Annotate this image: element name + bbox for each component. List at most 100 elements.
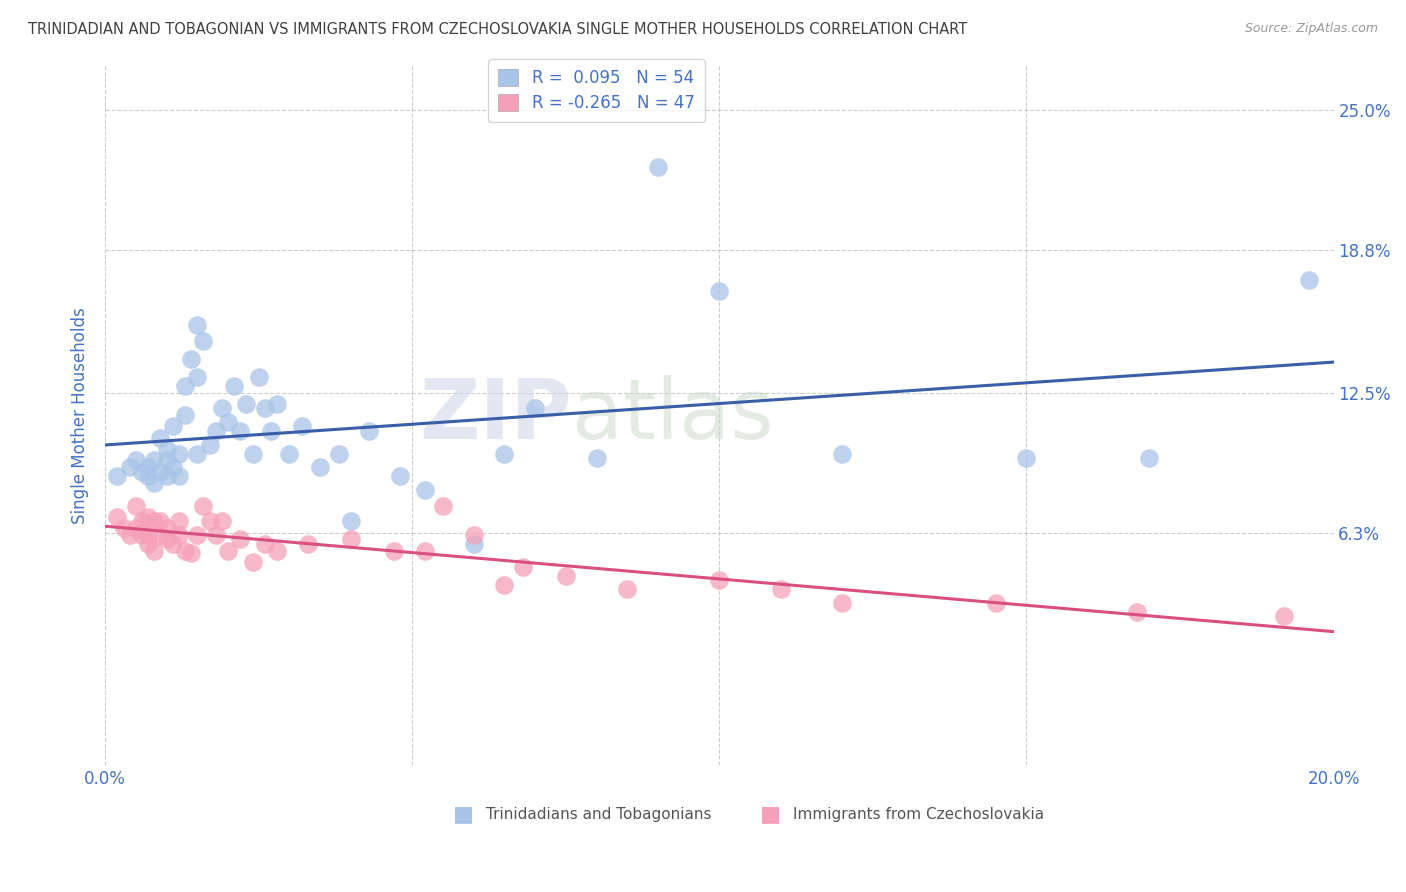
Point bbox=[167, 528, 190, 542]
Point bbox=[1015, 451, 1038, 466]
Point bbox=[260, 424, 283, 438]
Point bbox=[136, 469, 159, 483]
Point bbox=[167, 515, 190, 529]
Point bbox=[328, 447, 350, 461]
Point bbox=[107, 509, 129, 524]
Point bbox=[242, 447, 264, 461]
Point bbox=[131, 515, 153, 529]
Point bbox=[149, 515, 172, 529]
Point bbox=[136, 528, 159, 542]
Point bbox=[1137, 451, 1160, 466]
Point bbox=[235, 397, 257, 411]
Y-axis label: Single Mother Households: Single Mother Households bbox=[72, 307, 89, 524]
Point bbox=[174, 408, 197, 422]
Point bbox=[512, 559, 534, 574]
Point bbox=[831, 447, 853, 461]
Point bbox=[769, 582, 792, 597]
Point bbox=[125, 453, 148, 467]
Point bbox=[112, 521, 135, 535]
Point bbox=[193, 499, 215, 513]
Point bbox=[131, 465, 153, 479]
Point bbox=[156, 442, 179, 456]
Point bbox=[186, 318, 208, 332]
Point bbox=[156, 469, 179, 483]
Point bbox=[107, 469, 129, 483]
Point bbox=[1274, 609, 1296, 624]
Point bbox=[204, 528, 226, 542]
Point bbox=[125, 499, 148, 513]
Point bbox=[156, 453, 179, 467]
Text: atlas: atlas bbox=[572, 375, 773, 456]
Point bbox=[984, 596, 1007, 610]
Point bbox=[118, 460, 141, 475]
Point bbox=[204, 424, 226, 438]
Point bbox=[136, 537, 159, 551]
Point bbox=[554, 568, 576, 582]
Text: Trinidadians and Tobagonians: Trinidadians and Tobagonians bbox=[486, 807, 711, 822]
Point bbox=[136, 509, 159, 524]
Point bbox=[186, 528, 208, 542]
Point bbox=[162, 419, 184, 434]
Text: TRINIDADIAN AND TOBAGONIAN VS IMMIGRANTS FROM CZECHOSLOVAKIA SINGLE MOTHER HOUSE: TRINIDADIAN AND TOBAGONIAN VS IMMIGRANTS… bbox=[28, 22, 967, 37]
Point bbox=[167, 447, 190, 461]
Point bbox=[217, 543, 239, 558]
Point bbox=[340, 515, 363, 529]
Point bbox=[266, 397, 288, 411]
Point bbox=[709, 284, 731, 298]
Point bbox=[118, 528, 141, 542]
Point bbox=[616, 582, 638, 597]
Point bbox=[229, 533, 252, 547]
Point bbox=[253, 401, 276, 416]
Point bbox=[585, 451, 607, 466]
Point bbox=[149, 528, 172, 542]
Point bbox=[149, 465, 172, 479]
Point bbox=[494, 447, 516, 461]
Point bbox=[291, 419, 314, 434]
Point bbox=[494, 577, 516, 591]
Point bbox=[463, 528, 485, 542]
Point bbox=[647, 160, 669, 174]
Text: ■: ■ bbox=[759, 805, 780, 824]
Point bbox=[432, 499, 454, 513]
Legend: R =  0.095   N = 54, R = -0.265   N = 47: R = 0.095 N = 54, R = -0.265 N = 47 bbox=[488, 60, 704, 122]
Point bbox=[1126, 605, 1149, 619]
Point bbox=[180, 546, 202, 560]
Point bbox=[156, 521, 179, 535]
Point bbox=[253, 537, 276, 551]
Point bbox=[143, 515, 166, 529]
Point bbox=[524, 401, 547, 416]
Point bbox=[143, 543, 166, 558]
Point bbox=[1298, 272, 1320, 286]
Point bbox=[309, 460, 332, 475]
Point bbox=[229, 424, 252, 438]
Point bbox=[242, 555, 264, 569]
Point bbox=[382, 543, 405, 558]
Point bbox=[217, 415, 239, 429]
Point bbox=[211, 401, 233, 416]
Text: ■: ■ bbox=[453, 805, 474, 824]
Point bbox=[463, 537, 485, 551]
Point bbox=[162, 460, 184, 475]
Point bbox=[156, 533, 179, 547]
Point bbox=[388, 469, 411, 483]
Point bbox=[174, 379, 197, 393]
Point bbox=[167, 469, 190, 483]
Point bbox=[131, 528, 153, 542]
Point bbox=[340, 533, 363, 547]
Text: Source: ZipAtlas.com: Source: ZipAtlas.com bbox=[1244, 22, 1378, 36]
Point bbox=[709, 573, 731, 587]
Point bbox=[359, 424, 381, 438]
Point bbox=[297, 537, 319, 551]
Point bbox=[211, 515, 233, 529]
Point bbox=[413, 483, 436, 497]
Point bbox=[125, 521, 148, 535]
Text: ZIP: ZIP bbox=[419, 375, 572, 456]
Point bbox=[198, 437, 221, 451]
Point bbox=[180, 351, 202, 366]
Point bbox=[831, 596, 853, 610]
Point bbox=[224, 379, 246, 393]
Point bbox=[247, 369, 270, 384]
Point bbox=[162, 537, 184, 551]
Point bbox=[198, 515, 221, 529]
Point bbox=[143, 475, 166, 490]
